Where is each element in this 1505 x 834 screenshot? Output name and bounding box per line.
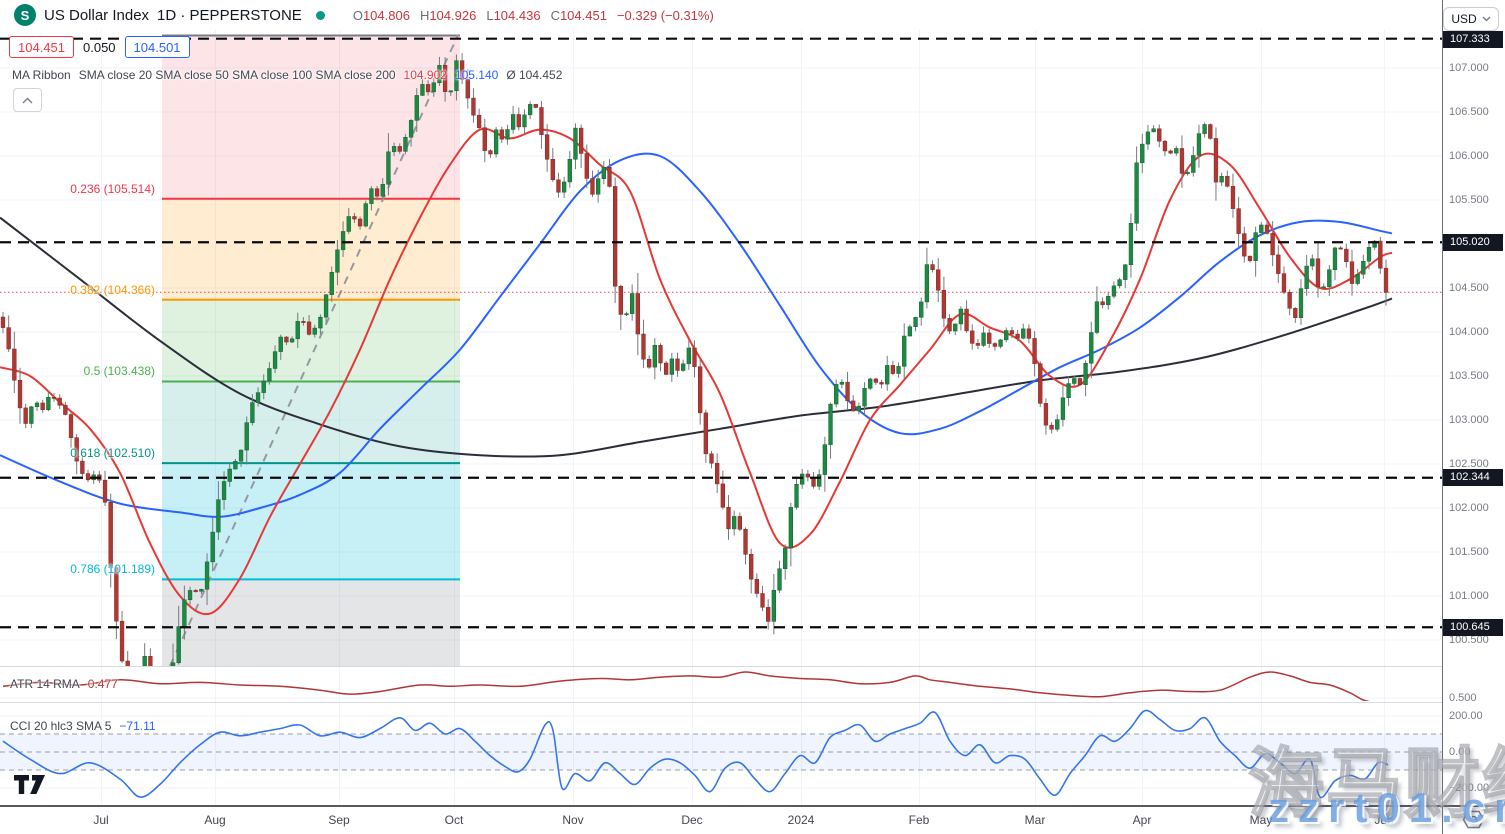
ohlc-item: O104.806	[352, 7, 410, 23]
collapse-legend-button[interactable]	[13, 88, 42, 112]
time-axis-label: Apr	[1132, 813, 1152, 827]
time-axis-label: Oct	[444, 813, 464, 827]
price-axis[interactable]: 107.000 106.500 106.000 105.500 104.500 104.0…	[1443, 0, 1505, 806]
fib-level-label: 0.786 (101.189)	[70, 562, 155, 577]
tradingview-logo-icon[interactable]	[13, 774, 49, 800]
time-axis-label: Dec	[681, 813, 703, 827]
fib-level-label: 0.236 (105.514)	[70, 181, 155, 196]
level-price-label: 100.645	[1443, 618, 1503, 636]
symbol-button[interactable]: S US Dollar Index 1D · PEPPERSTONE	[14, 4, 325, 26]
time-axis-label: Aug	[204, 813, 226, 827]
price-tick: 104.500	[1449, 281, 1489, 294]
price-tick: 102.000	[1449, 501, 1489, 514]
currency-label: USD	[1451, 12, 1477, 26]
ma-ribbon-title: MA Ribbon	[12, 68, 71, 82]
price-tick: 101.000	[1449, 589, 1489, 602]
ma-avg-value: Ø 104.452	[506, 68, 563, 82]
atr-legend[interactable]: ATR 14 RMA 0.477	[10, 677, 118, 691]
price-tick: 103.500	[1449, 369, 1489, 382]
time-axis-label: Feb	[908, 813, 930, 827]
cci-title: CCI 20 hlc3 SMA 5	[10, 719, 112, 733]
cci-tick: 0.00	[1449, 745, 1471, 758]
time-axis[interactable]: Jul Aug Sep Oct Nov Dec 2024 Feb Mar Apr May Jun	[0, 807, 1505, 834]
time-axis-label: Jun	[1374, 813, 1394, 827]
time-axis-label: 2024	[787, 813, 815, 827]
atr-title: ATR 14 RMA	[10, 677, 80, 691]
fib-level-label: 0.382 (104.366)	[70, 282, 155, 297]
ohlc-readout: O104.806 H104.926 L104.436 C104.451 −0.329 (…	[353, 8, 714, 23]
time-axis-label: Mar	[1024, 813, 1046, 827]
ohlc-item: C104.451	[550, 7, 607, 23]
ma-ribbon-params: SMA close 20 SMA close 50 SMA close 100 …	[78, 68, 396, 82]
cci-tick: −200.00	[1449, 781, 1490, 794]
time-axis-label: Sep	[328, 813, 350, 827]
currency-dropdown[interactable]: USD	[1443, 7, 1499, 31]
ohlc-item: L104.436	[486, 7, 541, 23]
ohlc-item: H104.926	[419, 7, 477, 23]
symbol-title: US Dollar Index	[44, 6, 150, 24]
level-price-label: 105.020	[1443, 233, 1503, 251]
price-tick: 104.000	[1449, 325, 1489, 338]
price-tick: 106.500	[1449, 105, 1489, 118]
price-level-row: 104.451 0.050 104.501	[9, 36, 190, 58]
price-tick: 105.500	[1449, 193, 1489, 206]
price-tick: 101.500	[1449, 545, 1489, 558]
atr-value: 0.477	[87, 677, 118, 691]
cci-legend[interactable]: CCI 20 hlc3 SMA 5 −71.11	[10, 719, 156, 733]
cci-value: −71.11	[119, 719, 156, 733]
symbol-details: 1D · PEPPERSTONE	[157, 6, 302, 24]
ma50-value: 105.140	[454, 68, 499, 82]
chevron-up-icon	[22, 97, 33, 103]
upper-price-box: 104.501	[124, 36, 190, 58]
level-price-label: 107.333	[1443, 31, 1503, 48]
current-price-box: 104.451	[9, 36, 74, 58]
price-tick: 103.000	[1449, 413, 1489, 426]
symbol-logo-icon: S	[14, 4, 36, 26]
ma-ribbon-legend[interactable]: MA Ribbon SMA close 20 SMA close 50 SMA …	[12, 68, 562, 82]
session-hexagon-icon[interactable]	[1462, 810, 1485, 834]
fib-level-label: 0.5 (103.438)	[83, 364, 155, 379]
price-tick: 102.500	[1449, 457, 1489, 470]
market-open-dot	[315, 10, 325, 20]
cci-tick: 200.00	[1449, 709, 1483, 722]
level-price-label: 102.344	[1443, 469, 1503, 487]
price-tick: 100.500	[1449, 633, 1489, 646]
price-tick: 106.000	[1449, 149, 1489, 162]
spread-value: 0.050	[83, 39, 116, 55]
ma20-value: 104.902	[403, 68, 447, 82]
fib-level-label: 0.618 (102.510)	[70, 446, 155, 461]
atr-tick: 0.500	[1449, 691, 1477, 704]
time-axis-label: May	[1249, 813, 1273, 827]
change-readout: −0.329 (−0.31%)	[616, 7, 714, 23]
chevron-down-icon	[1482, 16, 1491, 22]
time-axis-label: Nov	[562, 813, 584, 827]
price-tick: 107.000	[1449, 61, 1489, 74]
toolbar: S US Dollar Index 1D · PEPPERSTONE O104.…	[0, 0, 1442, 30]
time-axis-label: Jul	[93, 813, 109, 827]
